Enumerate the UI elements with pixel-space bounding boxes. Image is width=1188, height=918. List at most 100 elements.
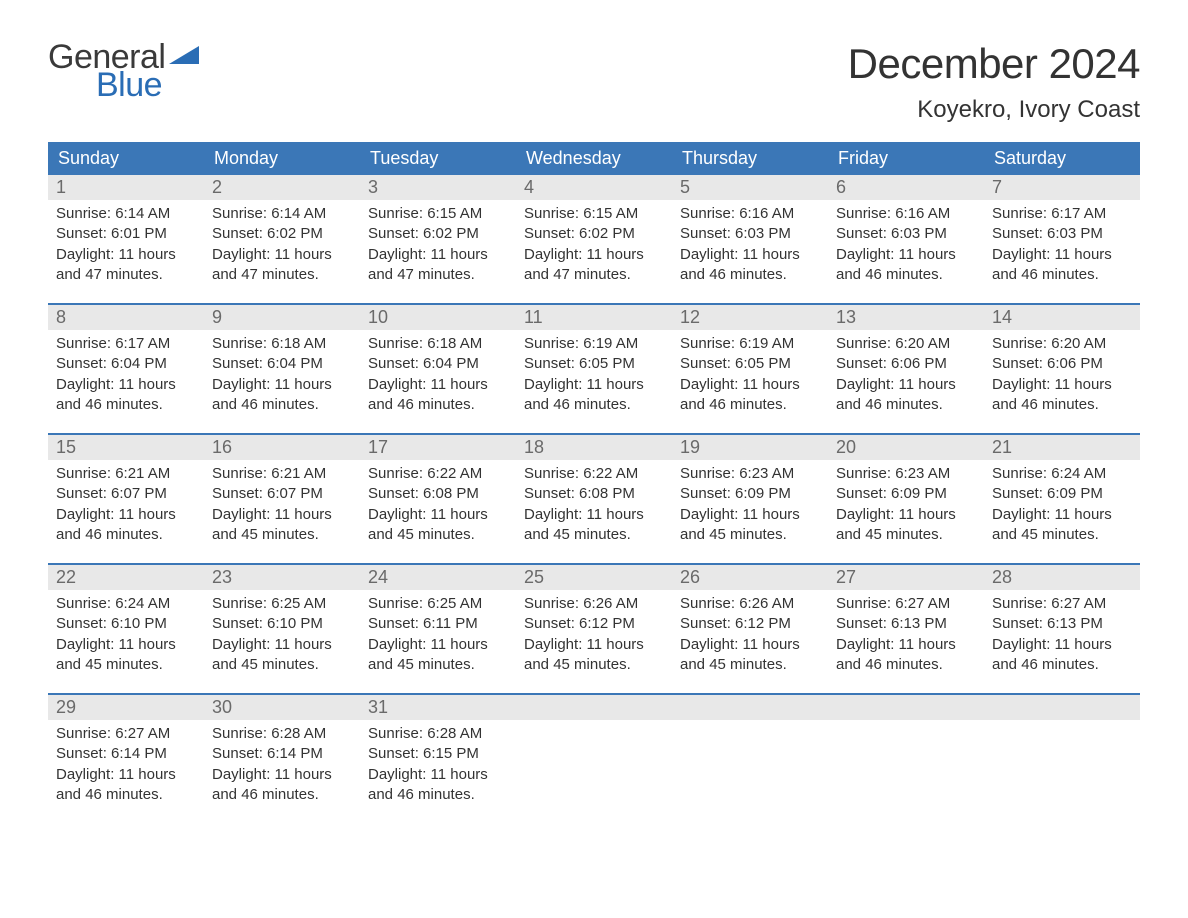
daylight-line: Daylight: 11 hours and 45 minutes. [56, 635, 196, 676]
sunset-line: Sunset: 6:09 PM [680, 484, 820, 504]
month-title: December 2024 [848, 40, 1140, 88]
daylight-line: Daylight: 11 hours and 46 minutes. [836, 375, 976, 416]
day-cell: 7Sunrise: 6:17 AMSunset: 6:03 PMDaylight… [984, 175, 1140, 303]
day-cell: 2Sunrise: 6:14 AMSunset: 6:02 PMDaylight… [204, 175, 360, 303]
sunset-line: Sunset: 6:06 PM [836, 354, 976, 374]
sunset-line: Sunset: 6:09 PM [836, 484, 976, 504]
day-content: Sunrise: 6:21 AMSunset: 6:07 PMDaylight:… [48, 460, 204, 555]
day-number: 9 [204, 305, 360, 330]
day-number: 4 [516, 175, 672, 200]
day-cell: 26Sunrise: 6:26 AMSunset: 6:12 PMDayligh… [672, 565, 828, 693]
day-content: Sunrise: 6:24 AMSunset: 6:09 PMDaylight:… [984, 460, 1140, 555]
daylight-line: Daylight: 11 hours and 45 minutes. [836, 505, 976, 546]
dow-friday: Friday [828, 142, 984, 175]
day-cell: 9Sunrise: 6:18 AMSunset: 6:04 PMDaylight… [204, 305, 360, 433]
daylight-line: Daylight: 11 hours and 46 minutes. [524, 375, 664, 416]
brand-logo: General Blue [48, 40, 199, 102]
day-cell [672, 695, 828, 823]
day-cell: 14Sunrise: 6:20 AMSunset: 6:06 PMDayligh… [984, 305, 1140, 433]
sunset-line: Sunset: 6:15 PM [368, 744, 508, 764]
day-content: Sunrise: 6:27 AMSunset: 6:14 PMDaylight:… [48, 720, 204, 815]
day-number [984, 695, 1140, 720]
daylight-line: Daylight: 11 hours and 45 minutes. [524, 505, 664, 546]
sunset-line: Sunset: 6:12 PM [680, 614, 820, 634]
daylight-line: Daylight: 11 hours and 46 minutes. [368, 765, 508, 806]
sunrise-line: Sunrise: 6:14 AM [212, 204, 352, 224]
day-number: 19 [672, 435, 828, 460]
day-number: 17 [360, 435, 516, 460]
daylight-line: Daylight: 11 hours and 45 minutes. [524, 635, 664, 676]
daylight-line: Daylight: 11 hours and 46 minutes. [212, 375, 352, 416]
sunrise-line: Sunrise: 6:28 AM [212, 724, 352, 744]
day-cell: 17Sunrise: 6:22 AMSunset: 6:08 PMDayligh… [360, 435, 516, 563]
dow-saturday: Saturday [984, 142, 1140, 175]
sunrise-line: Sunrise: 6:27 AM [56, 724, 196, 744]
sunrise-line: Sunrise: 6:23 AM [836, 464, 976, 484]
day-content: Sunrise: 6:20 AMSunset: 6:06 PMDaylight:… [828, 330, 984, 425]
daylight-line: Daylight: 11 hours and 46 minutes. [368, 375, 508, 416]
day-number: 1 [48, 175, 204, 200]
sunrise-line: Sunrise: 6:17 AM [992, 204, 1132, 224]
day-number: 22 [48, 565, 204, 590]
day-cell: 25Sunrise: 6:26 AMSunset: 6:12 PMDayligh… [516, 565, 672, 693]
day-number: 27 [828, 565, 984, 590]
day-content: Sunrise: 6:25 AMSunset: 6:11 PMDaylight:… [360, 590, 516, 685]
day-content: Sunrise: 6:26 AMSunset: 6:12 PMDaylight:… [672, 590, 828, 685]
day-cell: 12Sunrise: 6:19 AMSunset: 6:05 PMDayligh… [672, 305, 828, 433]
day-content: Sunrise: 6:18 AMSunset: 6:04 PMDaylight:… [204, 330, 360, 425]
sunset-line: Sunset: 6:04 PM [56, 354, 196, 374]
sunrise-line: Sunrise: 6:28 AM [368, 724, 508, 744]
sunrise-line: Sunrise: 6:18 AM [212, 334, 352, 354]
calendar: Sunday Monday Tuesday Wednesday Thursday… [48, 142, 1140, 823]
day-number: 20 [828, 435, 984, 460]
dow-thursday: Thursday [672, 142, 828, 175]
day-content: Sunrise: 6:19 AMSunset: 6:05 PMDaylight:… [516, 330, 672, 425]
day-content: Sunrise: 6:15 AMSunset: 6:02 PMDaylight:… [516, 200, 672, 295]
day-number: 26 [672, 565, 828, 590]
daylight-line: Daylight: 11 hours and 45 minutes. [680, 635, 820, 676]
title-block: December 2024 Koyekro, Ivory Coast [848, 40, 1140, 124]
day-content: Sunrise: 6:27 AMSunset: 6:13 PMDaylight:… [828, 590, 984, 685]
day-number [516, 695, 672, 720]
sunrise-line: Sunrise: 6:26 AM [524, 594, 664, 614]
day-number: 21 [984, 435, 1140, 460]
sunrise-line: Sunrise: 6:18 AM [368, 334, 508, 354]
sunrise-line: Sunrise: 6:16 AM [836, 204, 976, 224]
daylight-line: Daylight: 11 hours and 45 minutes. [992, 505, 1132, 546]
daylight-line: Daylight: 11 hours and 45 minutes. [680, 505, 820, 546]
day-cell [516, 695, 672, 823]
sunset-line: Sunset: 6:10 PM [212, 614, 352, 634]
sunset-line: Sunset: 6:04 PM [212, 354, 352, 374]
day-number: 8 [48, 305, 204, 330]
sunset-line: Sunset: 6:13 PM [836, 614, 976, 634]
day-content: Sunrise: 6:20 AMSunset: 6:06 PMDaylight:… [984, 330, 1140, 425]
sunrise-line: Sunrise: 6:22 AM [524, 464, 664, 484]
daylight-line: Daylight: 11 hours and 46 minutes. [56, 765, 196, 806]
daylight-line: Daylight: 11 hours and 46 minutes. [836, 635, 976, 676]
day-cell: 20 Sunrise: 6:23 AMSunset: 6:09 PMDayligh… [828, 435, 984, 563]
sunset-line: Sunset: 6:08 PM [524, 484, 664, 504]
sunrise-line: Sunrise: 6:25 AM [368, 594, 508, 614]
weeks-container: 1Sunrise: 6:14 AMSunset: 6:01 PMDaylight… [48, 175, 1140, 823]
day-number [672, 695, 828, 720]
day-content: Sunrise: 6:28 AMSunset: 6:14 PMDaylight:… [204, 720, 360, 815]
sunset-line: Sunset: 6:06 PM [992, 354, 1132, 374]
day-cell: 1Sunrise: 6:14 AMSunset: 6:01 PMDaylight… [48, 175, 204, 303]
sunset-line: Sunset: 6:07 PM [56, 484, 196, 504]
sunset-line: Sunset: 6:04 PM [368, 354, 508, 374]
sunset-line: Sunset: 6:10 PM [56, 614, 196, 634]
day-content: Sunrise: 6:18 AMSunset: 6:04 PMDaylight:… [360, 330, 516, 425]
header: General Blue December 2024 Koyekro, Ivor… [48, 40, 1140, 124]
day-content: Sunrise: 6:16 AMSunset: 6:03 PMDaylight:… [828, 200, 984, 295]
sunset-line: Sunset: 6:08 PM [368, 484, 508, 504]
day-number: 11 [516, 305, 672, 330]
day-cell: 21Sunrise: 6:24 AMSunset: 6:09 PMDayligh… [984, 435, 1140, 563]
day-cell [828, 695, 984, 823]
sunrise-line: Sunrise: 6:23 AM [680, 464, 820, 484]
sunset-line: Sunset: 6:13 PM [992, 614, 1132, 634]
daylight-line: Daylight: 11 hours and 46 minutes. [680, 375, 820, 416]
day-content: Sunrise: 6:26 AMSunset: 6:12 PMDaylight:… [516, 590, 672, 685]
daylight-line: Daylight: 11 hours and 45 minutes. [368, 505, 508, 546]
day-number: 14 [984, 305, 1140, 330]
day-content: Sunrise: 6:14 AMSunset: 6:02 PMDaylight:… [204, 200, 360, 295]
